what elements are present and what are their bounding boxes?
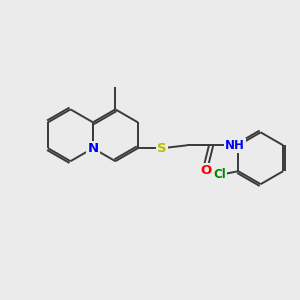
Text: O: O bbox=[200, 164, 212, 177]
Text: S: S bbox=[157, 142, 167, 155]
Text: N: N bbox=[87, 142, 98, 155]
Text: Cl: Cl bbox=[214, 168, 226, 181]
Text: NH: NH bbox=[225, 139, 245, 152]
